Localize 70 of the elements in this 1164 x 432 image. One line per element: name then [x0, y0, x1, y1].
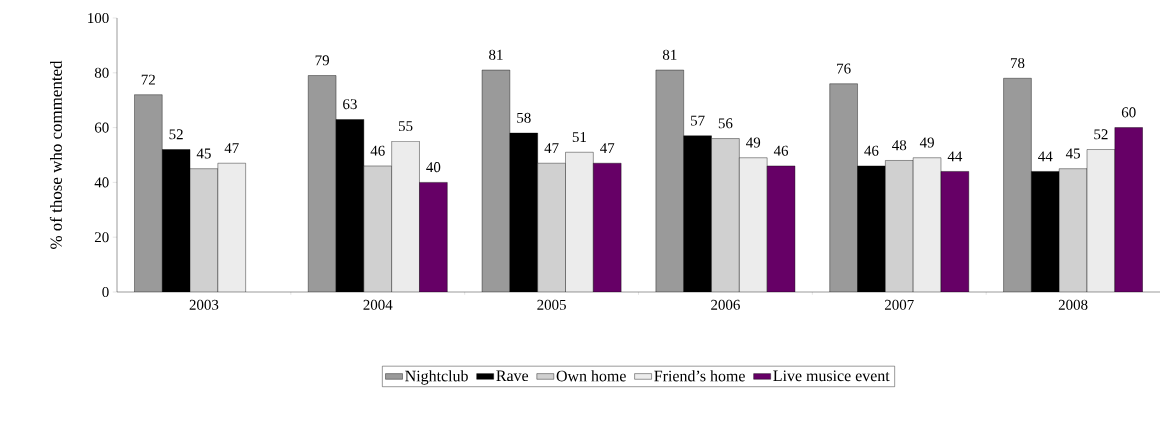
data-label: 57: [691, 115, 705, 126]
legend-label: Nightclub: [405, 370, 468, 385]
bar: [829, 83, 858, 292]
data-label: 40: [426, 162, 441, 173]
data-label: 51: [572, 132, 586, 143]
data-label: 58: [517, 112, 531, 123]
x-tick-label: 2005: [537, 299, 566, 310]
data-label: 46: [773, 145, 789, 156]
bar: [655, 70, 684, 292]
bar: [308, 75, 337, 292]
bar: [767, 165, 795, 292]
data-label: 47: [544, 143, 559, 154]
legend-label: Rave: [496, 370, 529, 382]
data-label: 47: [600, 143, 615, 154]
bar: [1086, 149, 1116, 292]
data-label: 81: [489, 49, 503, 60]
bar: [1114, 127, 1143, 292]
y-tick-label: 80: [94, 67, 109, 78]
data-label: 76: [837, 63, 851, 74]
data-label: 48: [892, 140, 907, 151]
y-tick-label: 0: [102, 286, 109, 298]
data-label: 79: [315, 55, 329, 66]
x-tick-label: 2004: [363, 299, 393, 310]
data-label: 45: [1065, 148, 1080, 159]
x-tick-label: 2007: [884, 299, 914, 310]
data-label: 46: [864, 145, 879, 156]
bar: [711, 138, 740, 292]
legend-label: Live musice event: [773, 370, 890, 382]
legend-label: Own home: [556, 370, 626, 382]
y-tick-label: 40: [94, 177, 109, 188]
data-label: 52: [1094, 129, 1108, 140]
data-label: 63: [343, 99, 357, 110]
bar: [190, 168, 218, 292]
y-tick-label: 100: [88, 12, 109, 24]
bar: [419, 182, 448, 292]
bar: [1003, 78, 1032, 292]
bar: [739, 157, 768, 292]
bar: [565, 152, 594, 292]
data-label: 60: [1121, 107, 1136, 118]
x-tick-label: 2008: [1058, 299, 1088, 310]
x-tick-label: 2006: [711, 299, 740, 310]
y-tick-label: 20: [94, 232, 109, 243]
bar: [217, 163, 246, 292]
bar: [1058, 168, 1088, 292]
bar: [537, 163, 566, 292]
y-tick-label: 60: [94, 122, 109, 133]
data-label: 56: [718, 118, 733, 129]
bar: [134, 94, 163, 292]
bar: [940, 171, 969, 292]
data-label: 52: [169, 129, 183, 140]
data-label: 49: [919, 137, 934, 148]
legend-label: Friend’s home: [654, 370, 745, 382]
data-label: 46: [370, 145, 385, 156]
x-tick-label: 2003: [189, 299, 219, 310]
bar: [482, 70, 510, 292]
bar: [913, 157, 941, 292]
data-label: 44: [1038, 151, 1053, 162]
bar: [363, 165, 392, 292]
data-label: 47: [224, 143, 239, 154]
data-label: 45: [196, 148, 211, 159]
data-label: 72: [141, 74, 155, 85]
data-label: 55: [398, 121, 413, 132]
bar: [593, 163, 622, 292]
bar: [391, 141, 420, 292]
bar: [885, 160, 914, 292]
data-label: 81: [662, 49, 677, 60]
y-axis-title: % of those who commented: [49, 60, 62, 249]
data-label: 78: [1010, 57, 1025, 69]
data-label: 49: [746, 137, 761, 148]
data-label: 44: [947, 151, 963, 162]
